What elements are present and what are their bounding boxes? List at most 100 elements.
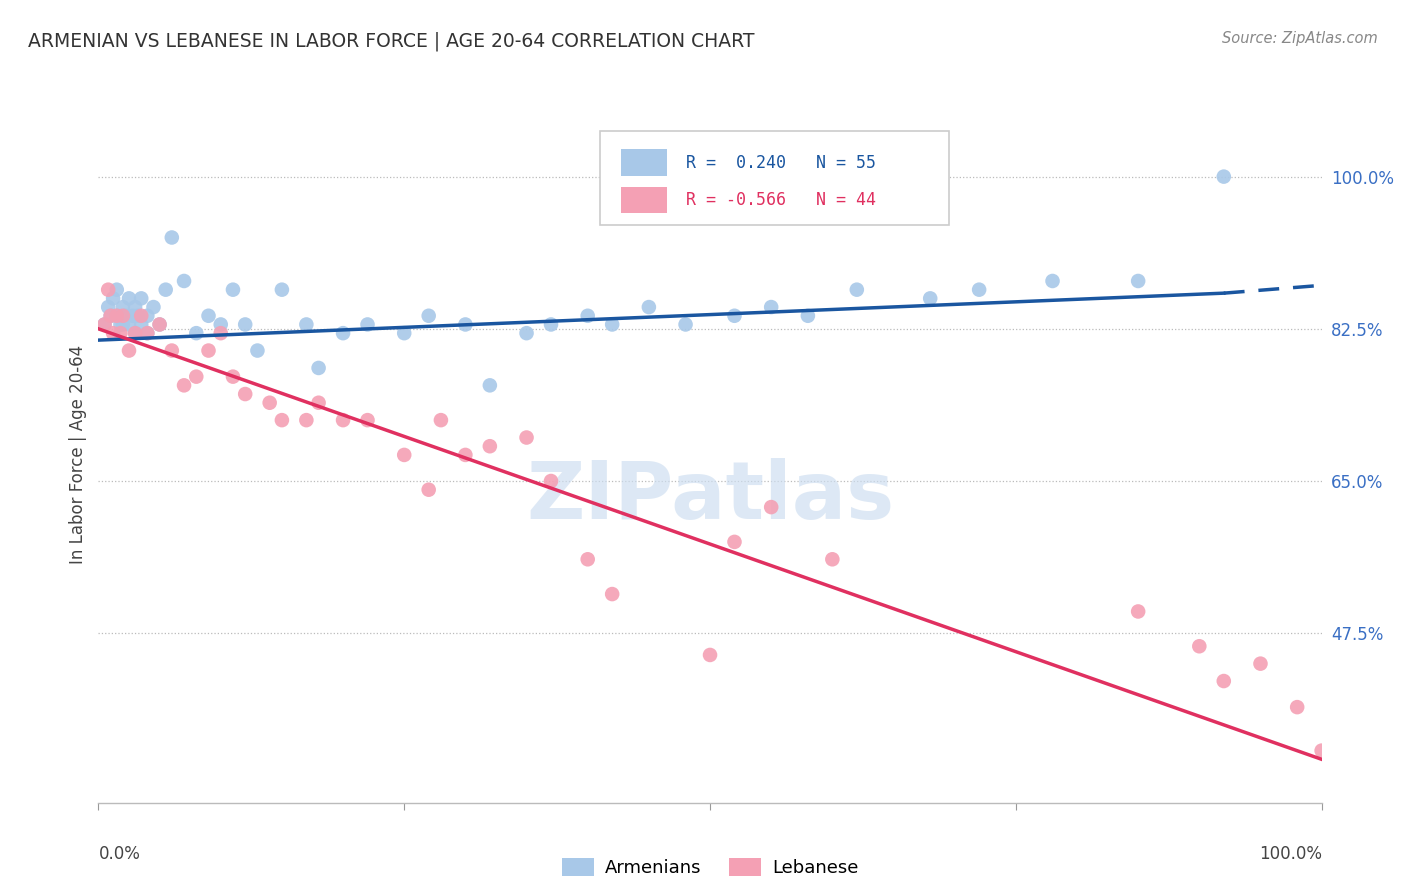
Point bbox=[127, 309, 149, 323]
Point bbox=[160, 343, 183, 358]
Point bbox=[430, 413, 453, 427]
Point bbox=[110, 318, 132, 332]
Point bbox=[761, 500, 783, 514]
Point bbox=[129, 318, 152, 332]
Point bbox=[121, 309, 143, 323]
Point bbox=[332, 413, 354, 427]
Point bbox=[761, 300, 783, 314]
Point bbox=[100, 309, 122, 323]
Point bbox=[675, 318, 697, 332]
Point bbox=[233, 387, 256, 401]
Point bbox=[270, 283, 294, 297]
Point bbox=[209, 318, 232, 332]
Bar bbox=[620, 187, 668, 213]
Point bbox=[118, 291, 141, 305]
Point bbox=[637, 300, 661, 314]
Point bbox=[118, 318, 141, 332]
Point bbox=[197, 343, 219, 358]
Point bbox=[93, 318, 115, 332]
Point bbox=[821, 552, 844, 566]
Point bbox=[478, 439, 501, 453]
Point bbox=[356, 318, 378, 332]
Point bbox=[173, 378, 195, 392]
Point bbox=[1212, 674, 1234, 689]
Point bbox=[723, 309, 745, 323]
Point bbox=[454, 448, 477, 462]
Point bbox=[136, 326, 159, 341]
Point bbox=[222, 283, 245, 297]
Point bbox=[149, 318, 172, 332]
Point bbox=[93, 318, 115, 332]
Point bbox=[124, 326, 146, 341]
Point bbox=[101, 326, 124, 341]
Point bbox=[515, 326, 537, 341]
Point bbox=[142, 300, 165, 314]
Point bbox=[136, 326, 159, 341]
Point bbox=[111, 309, 134, 323]
Text: 0.0%: 0.0% bbox=[98, 845, 141, 863]
Point bbox=[295, 318, 318, 332]
Point bbox=[295, 413, 318, 427]
Point bbox=[111, 318, 134, 332]
Point bbox=[129, 309, 152, 323]
Point bbox=[124, 326, 146, 341]
Point bbox=[515, 431, 537, 445]
Point bbox=[197, 309, 219, 323]
Point bbox=[111, 300, 134, 314]
Text: ARMENIAN VS LEBANESE IN LABOR FORCE | AGE 20-64 CORRELATION CHART: ARMENIAN VS LEBANESE IN LABOR FORCE | AG… bbox=[28, 31, 755, 51]
Point bbox=[1212, 169, 1234, 184]
Point bbox=[155, 283, 177, 297]
Legend: Armenians, Lebanese: Armenians, Lebanese bbox=[554, 850, 866, 884]
Point bbox=[1188, 639, 1211, 653]
Point bbox=[332, 326, 354, 341]
Point bbox=[540, 318, 562, 332]
Point bbox=[114, 309, 136, 323]
Point bbox=[392, 326, 416, 341]
Point bbox=[699, 648, 721, 662]
Point bbox=[600, 318, 623, 332]
Point bbox=[100, 309, 122, 323]
Point bbox=[418, 309, 440, 323]
Text: R =  0.240   N = 55: R = 0.240 N = 55 bbox=[686, 153, 876, 171]
Point bbox=[124, 300, 146, 314]
Point bbox=[1128, 274, 1150, 288]
Point bbox=[186, 326, 208, 341]
Point bbox=[105, 283, 128, 297]
Point bbox=[233, 318, 256, 332]
Point bbox=[392, 448, 416, 462]
Point bbox=[1286, 700, 1309, 714]
Point bbox=[308, 396, 330, 410]
Point bbox=[1042, 274, 1064, 288]
Point bbox=[308, 360, 330, 375]
Point bbox=[246, 343, 269, 358]
Point bbox=[1128, 605, 1150, 619]
Point bbox=[259, 396, 281, 410]
Point bbox=[797, 309, 820, 323]
Point bbox=[222, 369, 245, 384]
Point bbox=[540, 474, 562, 488]
Point bbox=[1310, 744, 1333, 758]
Point bbox=[118, 343, 141, 358]
Point bbox=[576, 552, 599, 566]
Point bbox=[136, 309, 159, 323]
Text: Source: ZipAtlas.com: Source: ZipAtlas.com bbox=[1222, 31, 1378, 46]
Point bbox=[149, 318, 172, 332]
Point bbox=[576, 309, 599, 323]
Point bbox=[110, 326, 132, 341]
Point bbox=[967, 283, 990, 297]
Point bbox=[129, 291, 152, 305]
Point bbox=[186, 369, 208, 384]
Point bbox=[270, 413, 294, 427]
Point bbox=[101, 291, 124, 305]
FancyBboxPatch shape bbox=[600, 131, 949, 226]
Point bbox=[105, 309, 128, 323]
Point bbox=[160, 230, 183, 244]
Y-axis label: In Labor Force | Age 20-64: In Labor Force | Age 20-64 bbox=[69, 345, 87, 565]
Point bbox=[920, 291, 942, 305]
Point bbox=[1249, 657, 1271, 671]
Bar bbox=[620, 150, 668, 176]
Text: R = -0.566   N = 44: R = -0.566 N = 44 bbox=[686, 191, 876, 209]
Point bbox=[356, 413, 378, 427]
Point bbox=[97, 283, 120, 297]
Point bbox=[454, 318, 477, 332]
